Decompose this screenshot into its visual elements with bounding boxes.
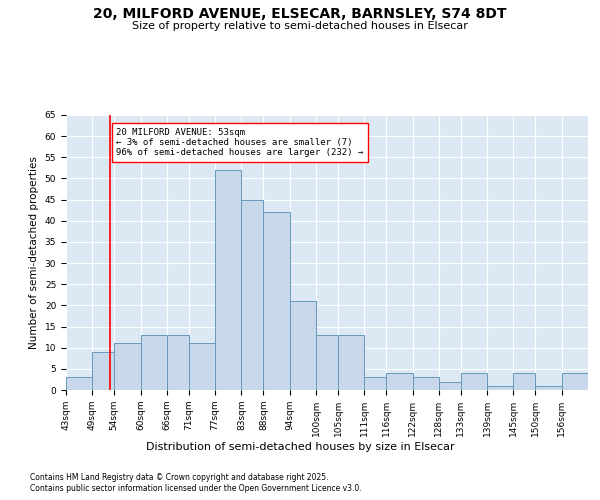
Text: Contains public sector information licensed under the Open Government Licence v3: Contains public sector information licen…: [30, 484, 362, 493]
Text: Contains HM Land Registry data © Crown copyright and database right 2025.: Contains HM Land Registry data © Crown c…: [30, 472, 329, 482]
Bar: [215, 170, 241, 390]
Bar: [439, 382, 461, 390]
Text: 20 MILFORD AVENUE: 53sqm
← 3% of semi-detached houses are smaller (7)
96% of sem: 20 MILFORD AVENUE: 53sqm ← 3% of semi-de…: [116, 128, 364, 158]
Bar: [66, 378, 92, 390]
Bar: [338, 335, 364, 390]
Bar: [92, 352, 114, 390]
Y-axis label: Number of semi-detached properties: Number of semi-detached properties: [29, 156, 39, 349]
Bar: [167, 335, 189, 390]
Bar: [114, 344, 140, 390]
Bar: [413, 378, 439, 390]
Bar: [562, 373, 588, 390]
Bar: [290, 301, 316, 390]
Bar: [241, 200, 263, 390]
Bar: [535, 386, 562, 390]
Bar: [140, 335, 167, 390]
Bar: [263, 212, 290, 390]
Bar: [364, 378, 386, 390]
Bar: [461, 373, 487, 390]
Text: Distribution of semi-detached houses by size in Elsecar: Distribution of semi-detached houses by …: [146, 442, 454, 452]
Bar: [316, 335, 338, 390]
Bar: [487, 386, 514, 390]
Bar: [514, 373, 535, 390]
Text: 20, MILFORD AVENUE, ELSECAR, BARNSLEY, S74 8DT: 20, MILFORD AVENUE, ELSECAR, BARNSLEY, S…: [93, 8, 507, 22]
Bar: [386, 373, 413, 390]
Bar: [189, 344, 215, 390]
Text: Size of property relative to semi-detached houses in Elsecar: Size of property relative to semi-detach…: [132, 21, 468, 31]
